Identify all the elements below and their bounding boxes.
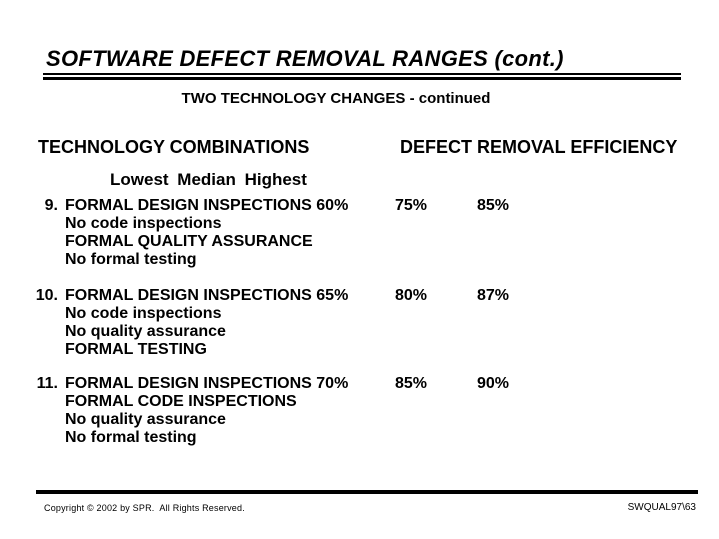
column-header-technology-combinations: TECHNOLOGY COMBINATIONS	[38, 137, 310, 157]
combination-lines: FORMAL DESIGN INSPECTIONS 60% No code in…	[65, 197, 385, 269]
combination-line: FORMAL TESTING	[65, 341, 207, 358]
item-number: 10.	[35, 287, 58, 304]
footer-rule	[36, 490, 698, 494]
item-number: 11.	[36, 375, 58, 392]
combination-line: No code inspections	[65, 305, 222, 322]
copyright-text: Copyright © 2002 by SPR. All Rights Rese…	[44, 503, 245, 513]
median-efficiency-value: 75%	[395, 197, 428, 214]
combination-line: No formal testing	[65, 251, 197, 268]
combination-row-11: 11. FORMAL DESIGN INSPECTIONS 70% FORMAL…	[0, 375, 719, 455]
combination-line: No formal testing	[65, 429, 197, 446]
combination-row-10: 10. FORMAL DESIGN INSPECTIONS 65% No cod…	[0, 287, 719, 367]
combination-line: No code inspections	[65, 215, 222, 232]
document-reference: SWQUAL97\63	[627, 502, 696, 513]
combination-line: FORMAL DESIGN INSPECTIONS 60%	[65, 197, 349, 214]
combination-lines: FORMAL DESIGN INSPECTIONS 65% No code in…	[65, 287, 385, 359]
title-underline-thin	[43, 73, 681, 75]
combination-line: FORMAL DESIGN INSPECTIONS 70%	[65, 375, 349, 392]
combination-line: No quality assurance	[65, 323, 226, 340]
highest-efficiency-value: 87%	[477, 287, 510, 304]
highest-efficiency-value: 90%	[477, 375, 510, 392]
column-header-defect-removal-efficiency: DEFECT REMOVAL EFFICIENCY	[400, 137, 678, 157]
slide-subtitle: TWO TECHNOLOGY CHANGES - continued	[181, 90, 491, 107]
highest-efficiency-value: 85%	[477, 197, 510, 214]
title-underline-thick	[43, 77, 681, 80]
median-efficiency-value: 80%	[395, 287, 428, 304]
combination-line: FORMAL CODE INSPECTIONS	[65, 393, 297, 410]
item-number: 9.	[44, 197, 58, 214]
median-efficiency-value: 85%	[395, 375, 428, 392]
slide-title: SOFTWARE DEFECT REMOVAL RANGES (cont.)	[46, 46, 564, 71]
range-header-lowest-median-highest: Lowest Median Highest	[110, 170, 307, 189]
combination-line: FORMAL DESIGN INSPECTIONS 65%	[65, 287, 349, 304]
combination-line: FORMAL QUALITY ASSURANCE	[65, 233, 313, 250]
combination-lines: FORMAL DESIGN INSPECTIONS 70% FORMAL COD…	[65, 375, 385, 447]
combination-line: No quality assurance	[65, 411, 226, 428]
combination-row-9: 9. FORMAL DESIGN INSPECTIONS 60% No code…	[0, 197, 719, 277]
